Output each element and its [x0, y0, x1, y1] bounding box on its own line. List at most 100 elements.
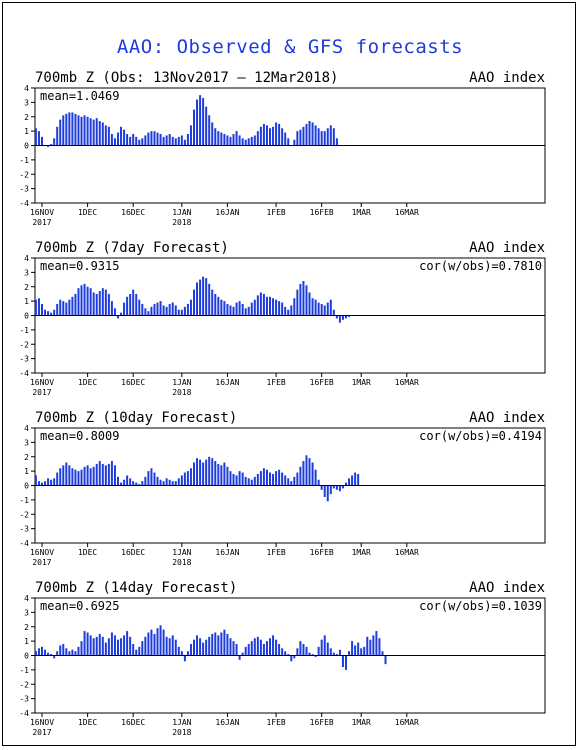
bar: [189, 644, 192, 656]
bar: [220, 465, 223, 486]
bar: [341, 655, 344, 667]
bar: [104, 642, 107, 656]
bar: [244, 476, 247, 486]
bar: [110, 301, 113, 316]
bar: [50, 654, 53, 656]
bar: [299, 283, 302, 316]
bar: [113, 465, 116, 486]
bar: [89, 118, 92, 146]
bar: [34, 651, 37, 656]
main-title: AAO: Observed & GFS forecasts: [116, 36, 464, 58]
bar: [89, 468, 92, 486]
bar: [232, 134, 235, 146]
x-tick-label: 1JAN: [172, 548, 191, 557]
bar: [150, 131, 153, 146]
panel-title: 700mb Z (14day Forecast): [35, 580, 237, 596]
bar: [305, 455, 308, 486]
bar: [165, 306, 168, 316]
bar: [107, 126, 110, 146]
bar: [332, 128, 335, 146]
cor-label-bg: [389, 599, 543, 613]
bar: [68, 465, 71, 486]
bar: [126, 134, 129, 146]
bar: [311, 298, 314, 316]
bar: [226, 466, 229, 486]
bar: [193, 289, 195, 316]
x-tick-label: 1MAR: [352, 208, 371, 217]
bar: [47, 652, 50, 656]
bar: [363, 646, 366, 656]
bar: [341, 485, 344, 489]
bar: [311, 654, 314, 656]
bar: [126, 296, 129, 316]
bar: [305, 123, 308, 146]
bar: [332, 652, 335, 656]
bar: [247, 478, 250, 486]
bar: [95, 293, 98, 316]
bar: [217, 463, 220, 486]
bar: [256, 474, 259, 486]
bar: [59, 299, 62, 316]
bar: [89, 288, 92, 316]
bar: [253, 135, 256, 146]
y-tick-label: -2: [19, 680, 29, 689]
bar: [95, 118, 98, 146]
bar: [47, 478, 50, 486]
bar: [317, 646, 320, 656]
bar: [314, 469, 317, 486]
bar: [320, 131, 323, 146]
bar: [284, 651, 287, 656]
bar: [293, 476, 296, 486]
bar: [220, 632, 223, 656]
mean-label: mean=0.8009: [40, 429, 119, 443]
bar: [177, 136, 180, 146]
bar: [65, 113, 68, 146]
bar: [77, 646, 80, 656]
bar: [265, 469, 268, 486]
bar: [378, 638, 381, 656]
bar: [241, 304, 244, 316]
bar: [247, 138, 250, 146]
bar: [120, 312, 123, 316]
x-tick-label: 1FEB: [266, 378, 285, 387]
bar: [308, 292, 311, 316]
bar: [265, 125, 268, 146]
bar: [244, 139, 247, 146]
bar: [123, 635, 126, 656]
y-tick-label: 1: [24, 297, 29, 306]
cor-label: cor(w/obs)=0.7810: [419, 259, 542, 273]
bar: [77, 115, 80, 146]
bar: [171, 302, 174, 316]
bar: [302, 281, 305, 316]
y-tick-label: -3: [19, 355, 29, 364]
bar: [101, 636, 104, 656]
x-year-label: 2017: [32, 728, 51, 737]
bar: [132, 289, 135, 316]
bar: [348, 651, 351, 656]
bar: [92, 119, 95, 146]
bar: [47, 145, 50, 147]
bar: [110, 461, 113, 486]
bar: [165, 636, 168, 656]
bar: [71, 112, 74, 146]
y-tick-label: -4: [19, 709, 29, 718]
bar: [174, 305, 177, 316]
bar: [183, 139, 186, 146]
bar: [332, 485, 335, 489]
bar: [338, 315, 341, 323]
bar: [317, 302, 320, 316]
bar: [302, 461, 305, 486]
bar: [275, 471, 278, 486]
y-tick-label: -2: [19, 510, 29, 519]
bar: [83, 115, 86, 146]
bar: [50, 479, 53, 486]
bar: [269, 296, 271, 316]
bar: [74, 293, 77, 316]
bar: [205, 278, 208, 316]
bar: [117, 315, 119, 319]
x-tick-label: 1FEB: [266, 548, 285, 557]
bar: [92, 638, 95, 656]
bar: [183, 655, 186, 662]
bar: [153, 472, 156, 486]
x-tick-label: 16NOV: [30, 718, 54, 727]
